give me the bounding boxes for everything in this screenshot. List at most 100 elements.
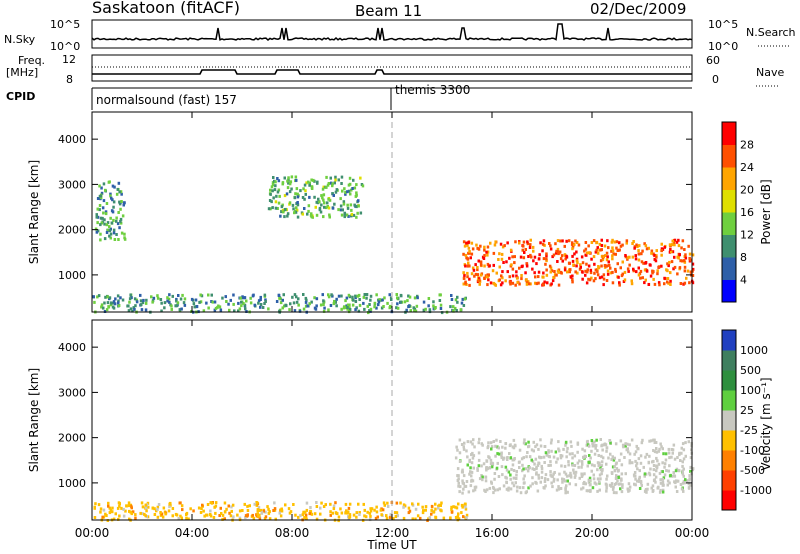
power-cell-0 [407, 294, 410, 298]
velocity-cell-0 [481, 475, 484, 479]
power-cell-3 [653, 282, 657, 286]
velocity-cell-0 [652, 449, 655, 452]
velocity-cell-1 [380, 513, 383, 517]
velocity-cell-0 [571, 452, 574, 456]
power-cell-1 [99, 232, 102, 236]
power-cell-3 [525, 280, 529, 284]
power-cell-3 [467, 261, 470, 265]
velocity-cell-0 [591, 444, 595, 448]
power-cell-3 [558, 250, 562, 254]
power-cell-0 [308, 302, 311, 306]
power-cell-3 [643, 268, 647, 272]
power-cell-1 [122, 203, 125, 207]
velocity-cell-1 [109, 508, 113, 512]
velocity-cell-0 [689, 456, 693, 460]
power-cell-0 [261, 306, 265, 309]
power-cell-3 [672, 267, 675, 271]
velocity-cell-1 [334, 501, 337, 505]
velocity-cell-1 [244, 514, 248, 518]
power-cell-3 [499, 242, 503, 246]
velocity-cell-0 [584, 482, 587, 486]
power-cell-0 [315, 304, 318, 308]
power-cell-2 [331, 184, 334, 188]
power-cell-3 [467, 251, 470, 255]
power-cell-0 [362, 301, 365, 305]
velocity-cell-1 [230, 505, 233, 509]
power-cell-2 [304, 192, 307, 196]
velocity-cell-0 [631, 461, 634, 465]
velocity-cell-1 [369, 507, 372, 511]
power-cell-0 [221, 296, 224, 300]
power-cell-3 [640, 260, 644, 264]
velocity-cell-0 [520, 457, 524, 461]
power-cell-3 [505, 260, 508, 264]
velocity-cell-0 [457, 481, 460, 485]
power-cell-2 [334, 190, 338, 194]
power-cell-3 [571, 280, 574, 284]
velocity-cell-0 [639, 454, 643, 458]
power-cell-3 [509, 248, 513, 252]
power-heatmap [92, 175, 695, 315]
velocity-cell-0 [587, 480, 591, 484]
velocity-cell-0 [567, 460, 570, 464]
velocity-cell-1 [118, 504, 121, 508]
power-cell-3 [631, 242, 634, 245]
power-cell-1 [104, 210, 108, 214]
velocity-cell-1 [395, 511, 399, 515]
velocity-cell-0 [634, 459, 637, 463]
power-cell-1 [99, 223, 102, 227]
power-cell-2 [283, 208, 287, 211]
power-cell-0 [277, 294, 281, 297]
velocity-cell-0 [580, 460, 584, 464]
velocity-cell-0 [598, 461, 601, 465]
power-cell-2 [340, 182, 343, 185]
velocity-cell-0 [581, 486, 585, 490]
power-cell-3 [548, 264, 552, 268]
power-cell-0 [388, 306, 391, 310]
velocity-cell-0 [628, 485, 632, 489]
power-cell-2 [310, 215, 313, 219]
velocity-cell-1 [460, 503, 464, 507]
power-cell-0 [237, 309, 240, 313]
power-cell-3 [506, 241, 509, 245]
power-cell-3 [571, 259, 575, 263]
velocity-cell-0 [591, 442, 594, 445]
power-cell-3 [524, 271, 527, 275]
velocity-cell-1 [108, 511, 112, 515]
velocity-cell-0 [645, 490, 648, 494]
power-cell-0 [400, 294, 403, 298]
power-cell-3 [596, 270, 599, 274]
velocity-cell-0 [455, 445, 458, 449]
power-cell-2 [316, 201, 320, 205]
velocity-cell-0 [539, 444, 543, 448]
velocity-cell-0 [571, 456, 574, 460]
power-cell-0 [302, 307, 306, 311]
velocity-cell-0 [613, 456, 616, 460]
velocity-cell-0 [495, 466, 499, 470]
velocity-cell-0 [556, 478, 559, 482]
velocity-cell-1 [122, 507, 125, 511]
power-cell-3 [656, 269, 659, 273]
power-cell-3 [483, 245, 486, 249]
power-cell-2 [296, 215, 300, 219]
power-cell-3 [501, 245, 505, 249]
velocity-cell-0 [556, 457, 559, 461]
velocity-cell-1 [111, 510, 114, 514]
velocity-cell-0 [487, 441, 490, 445]
power-cell-0 [315, 297, 319, 301]
power-cell-0 [119, 296, 122, 300]
velocity-cell-1 [319, 506, 322, 510]
velocity-cell-0 [539, 438, 542, 442]
power-cell-0 [177, 294, 180, 297]
power-cell-3 [660, 264, 663, 268]
velocity-cell-1 [394, 515, 398, 518]
power-cell-3 [553, 270, 556, 273]
power-cell-3 [575, 241, 579, 244]
power-cell-2 [287, 176, 290, 180]
velocity-cell-1 [411, 517, 414, 521]
velocity-cell-0 [673, 457, 677, 461]
power-cell-3 [533, 271, 536, 275]
power-cell-0 [198, 300, 201, 304]
velocity-cell-0 [658, 447, 661, 451]
